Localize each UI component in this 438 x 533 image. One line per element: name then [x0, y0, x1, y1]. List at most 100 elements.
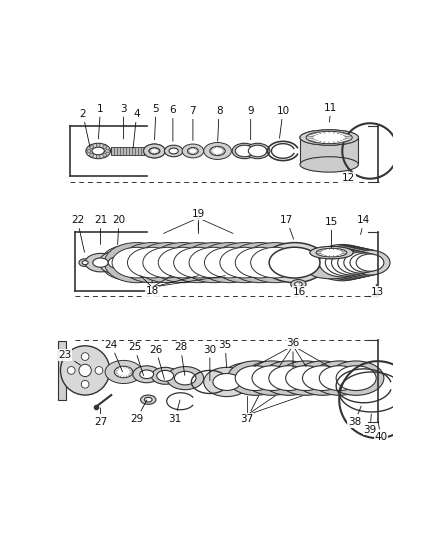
- Ellipse shape: [328, 361, 384, 395]
- Ellipse shape: [220, 247, 269, 278]
- Text: 28: 28: [174, 342, 187, 375]
- Ellipse shape: [332, 247, 381, 278]
- Ellipse shape: [279, 367, 316, 390]
- Ellipse shape: [336, 366, 376, 391]
- Ellipse shape: [213, 374, 240, 391]
- Text: 24: 24: [105, 340, 123, 372]
- Ellipse shape: [169, 148, 178, 154]
- Ellipse shape: [254, 245, 311, 280]
- Ellipse shape: [227, 361, 283, 395]
- Ellipse shape: [205, 247, 254, 278]
- Ellipse shape: [269, 247, 320, 278]
- Text: 8: 8: [216, 106, 223, 141]
- Ellipse shape: [228, 243, 292, 282]
- Ellipse shape: [182, 144, 204, 158]
- Ellipse shape: [92, 147, 104, 155]
- Circle shape: [87, 149, 91, 153]
- Ellipse shape: [313, 245, 371, 281]
- Ellipse shape: [184, 249, 228, 276]
- Ellipse shape: [244, 361, 300, 395]
- Ellipse shape: [100, 245, 158, 280]
- Ellipse shape: [212, 243, 277, 282]
- Ellipse shape: [157, 370, 173, 381]
- Ellipse shape: [251, 247, 300, 278]
- Ellipse shape: [133, 366, 161, 383]
- Ellipse shape: [108, 257, 127, 269]
- Ellipse shape: [300, 130, 358, 145]
- Circle shape: [67, 367, 75, 374]
- Ellipse shape: [332, 250, 371, 275]
- Ellipse shape: [99, 251, 136, 274]
- Ellipse shape: [325, 246, 378, 279]
- Ellipse shape: [294, 282, 302, 287]
- Text: 35: 35: [219, 340, 232, 368]
- Text: 14: 14: [357, 215, 371, 235]
- Circle shape: [96, 143, 100, 147]
- Ellipse shape: [323, 363, 372, 393]
- Ellipse shape: [312, 367, 350, 390]
- Ellipse shape: [144, 144, 165, 158]
- Ellipse shape: [151, 367, 179, 384]
- Ellipse shape: [319, 248, 365, 277]
- Ellipse shape: [310, 246, 353, 259]
- Text: 13: 13: [371, 284, 384, 297]
- Ellipse shape: [107, 249, 151, 276]
- Ellipse shape: [272, 363, 322, 393]
- Ellipse shape: [193, 245, 250, 280]
- Ellipse shape: [140, 370, 154, 378]
- Ellipse shape: [174, 372, 196, 385]
- Ellipse shape: [356, 254, 384, 271]
- Text: 11: 11: [324, 103, 337, 122]
- Ellipse shape: [131, 245, 188, 280]
- Ellipse shape: [104, 243, 169, 282]
- Text: 15: 15: [325, 217, 338, 248]
- Ellipse shape: [319, 366, 359, 391]
- Ellipse shape: [210, 147, 225, 156]
- Ellipse shape: [215, 249, 258, 276]
- Text: 30: 30: [203, 345, 216, 381]
- Ellipse shape: [256, 363, 305, 393]
- Ellipse shape: [239, 363, 288, 393]
- Ellipse shape: [245, 367, 282, 390]
- Ellipse shape: [235, 247, 285, 278]
- Ellipse shape: [93, 258, 108, 267]
- Ellipse shape: [105, 360, 142, 384]
- Ellipse shape: [164, 145, 183, 157]
- Text: 2: 2: [79, 109, 90, 147]
- Text: 36: 36: [286, 338, 300, 368]
- Ellipse shape: [246, 249, 289, 276]
- Ellipse shape: [204, 142, 231, 159]
- Ellipse shape: [231, 249, 274, 276]
- Ellipse shape: [319, 245, 374, 280]
- Ellipse shape: [149, 148, 160, 154]
- Ellipse shape: [228, 367, 265, 390]
- Bar: [310, 253, 353, 273]
- Ellipse shape: [162, 245, 219, 280]
- Text: 9: 9: [247, 106, 254, 140]
- Ellipse shape: [86, 143, 110, 159]
- Ellipse shape: [300, 157, 358, 172]
- Ellipse shape: [303, 366, 343, 391]
- Circle shape: [90, 145, 94, 149]
- Text: 17: 17: [280, 215, 293, 239]
- Ellipse shape: [149, 148, 160, 154]
- Ellipse shape: [197, 243, 261, 282]
- Ellipse shape: [127, 247, 177, 278]
- Ellipse shape: [290, 363, 339, 393]
- Text: 18: 18: [145, 281, 159, 296]
- Ellipse shape: [243, 243, 307, 282]
- Ellipse shape: [291, 280, 306, 289]
- Ellipse shape: [123, 249, 166, 276]
- Ellipse shape: [286, 366, 326, 391]
- Ellipse shape: [252, 366, 292, 391]
- Text: 29: 29: [130, 400, 147, 424]
- Ellipse shape: [145, 398, 152, 402]
- Text: 12: 12: [342, 172, 355, 183]
- Ellipse shape: [235, 366, 275, 391]
- Ellipse shape: [158, 247, 208, 278]
- Text: 7: 7: [190, 106, 196, 141]
- Text: 23: 23: [58, 350, 81, 365]
- Circle shape: [106, 149, 110, 153]
- Ellipse shape: [306, 131, 352, 144]
- Ellipse shape: [344, 249, 387, 276]
